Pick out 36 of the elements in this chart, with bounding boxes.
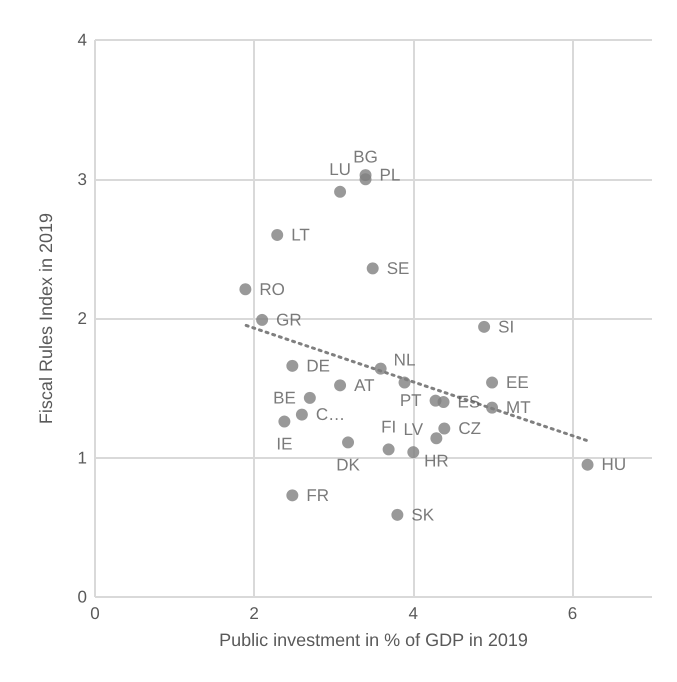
data-label: BE xyxy=(273,388,296,408)
data-label: PL xyxy=(380,166,400,185)
data-label: RO xyxy=(259,280,285,299)
x-tick-label: 4 xyxy=(408,604,418,623)
data-label: SI xyxy=(498,317,514,336)
data-label: HU xyxy=(602,455,626,474)
x-tick-label: 2 xyxy=(249,604,259,623)
data-label: C… xyxy=(316,405,346,424)
data-label: DK xyxy=(336,455,360,474)
data-label: LV xyxy=(404,420,424,440)
y-tick-label: 3 xyxy=(78,170,87,189)
x-axis-title: Public investment in % of GDP in 2019 xyxy=(219,630,528,650)
data-label: AT xyxy=(354,376,375,395)
data-label: DE xyxy=(306,356,330,376)
data-label: CZ xyxy=(458,419,481,438)
y-tick-label: 2 xyxy=(78,309,87,328)
y-tick-label: 0 xyxy=(78,588,87,606)
data-label: GR xyxy=(276,310,302,330)
data-label: SK xyxy=(411,505,435,524)
data-label: FI xyxy=(381,417,396,436)
data-label: FR xyxy=(306,486,330,505)
y-tick-label: 4 xyxy=(78,30,87,50)
data-label: MT xyxy=(506,398,531,418)
data-label: LU xyxy=(329,160,351,179)
data-label: NL xyxy=(394,350,416,370)
data-label: SE xyxy=(386,258,410,278)
data-label: HR xyxy=(424,451,449,470)
data-label: PT xyxy=(400,391,422,410)
x-tick-label: 6 xyxy=(568,604,578,623)
y-axis-title: Fiscal Rules Index in 2019 xyxy=(36,212,56,424)
data-label: IE xyxy=(276,434,292,454)
x-tick-label: 0 xyxy=(90,604,100,623)
y-tick-label: 1 xyxy=(78,448,87,468)
data-label: BG xyxy=(353,147,378,166)
data-label: LT xyxy=(291,225,310,244)
data-label: EE xyxy=(506,373,529,392)
